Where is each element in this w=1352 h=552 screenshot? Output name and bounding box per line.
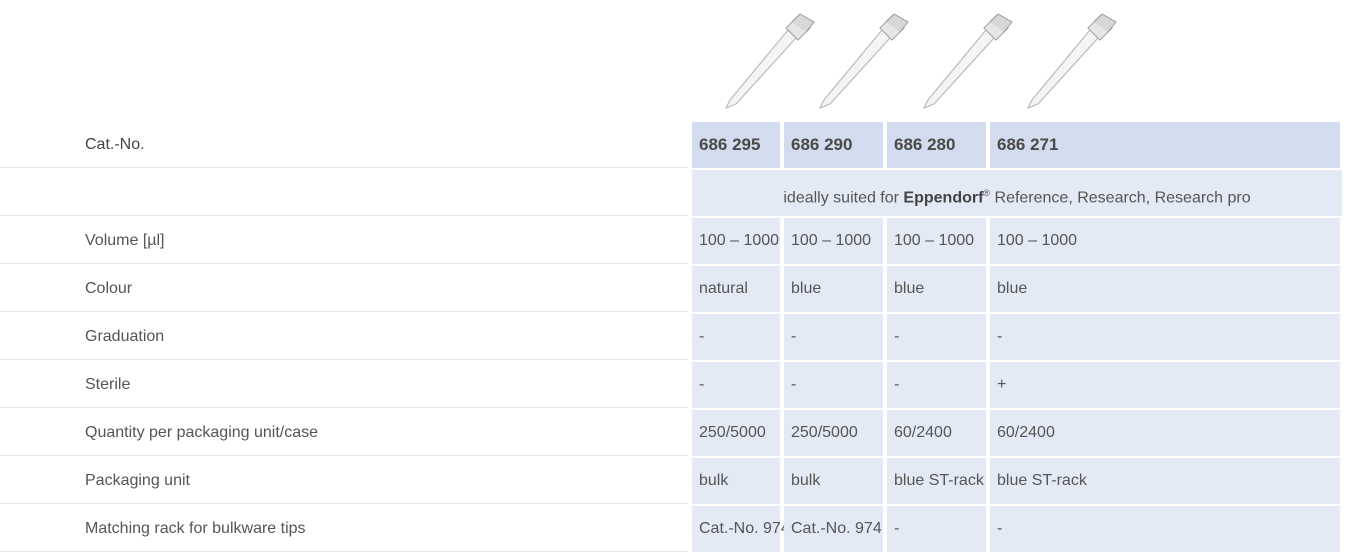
note-row: ideally suited for Eppendorf® Reference,… [0, 170, 1352, 216]
spec-value: blue [990, 266, 1340, 312]
spec-row: Colour natural blue blue blue [0, 266, 1352, 312]
spec-value: + [990, 362, 1340, 408]
row-label: Packaging unit [0, 458, 688, 504]
spec-value: 250/5000 [784, 410, 883, 456]
spec-value: 60/2400 [990, 410, 1340, 456]
row-label: Quantity per packaging unit/case [0, 410, 688, 456]
spec-value: 60/2400 [887, 410, 986, 456]
spec-value: blue ST-rack [990, 458, 1340, 504]
spec-row: Packaging unit bulk bulk blue ST-rack blue S… [0, 458, 1352, 504]
brand: Eppendorf [903, 189, 984, 207]
row-label: Colour [0, 266, 688, 312]
compatibility-note: ideally suited for Eppendorf® Reference,… [692, 170, 1342, 216]
spec-value: 100 – 1000 [990, 218, 1340, 264]
row-label: Sterile [0, 362, 688, 408]
spec-row: Volume [µl] 100 – 1000 100 – 1000 100 – 100… [0, 218, 1352, 264]
spec-value: natural [692, 266, 780, 312]
note-suffix: Reference, Research, Research pro [990, 189, 1251, 207]
spec-value: bulk [692, 458, 780, 504]
spec-value: 100 – 1000 [887, 218, 986, 264]
spec-value: blue [784, 266, 883, 312]
spec-value: 250/5000 [692, 410, 780, 456]
row-label: Volume [µl] [0, 218, 688, 264]
spec-row: Matching rack for bulkware tips Cat.-No. … [0, 506, 1352, 552]
spec-value: - [990, 506, 1340, 552]
row-label [0, 170, 688, 216]
spec-row: Sterile - - - + [0, 362, 1352, 408]
spec-value: 100 – 1000 [692, 218, 780, 264]
header-row: Cat.-No. 686 295 686 290 686 280 686 271 [0, 122, 1352, 168]
spec-value: blue [887, 266, 986, 312]
spec-value: 100 – 1000 [784, 218, 883, 264]
cat-no: 686 271 [990, 122, 1340, 168]
registered-mark: ® [983, 188, 991, 198]
tip-images [725, 13, 1117, 109]
spec-value: blue ST-rack [887, 458, 986, 504]
spec-value: bulk [784, 458, 883, 504]
spec-row: Graduation - - - - [0, 314, 1352, 360]
cat-no: 686 280 [887, 122, 986, 168]
row-label: Matching rack for bulkware tips [0, 506, 688, 552]
row-label: Cat.-No. [0, 122, 688, 168]
spec-value: - [887, 362, 986, 408]
note-prefix: ideally suited for [783, 189, 904, 207]
spec-value: - [784, 314, 883, 360]
spec-value: - [784, 362, 883, 408]
row-label: Graduation [0, 314, 688, 360]
spec-value: - [990, 314, 1340, 360]
spec-value: Cat.-No. 974 280 [692, 506, 821, 552]
spec-value: - [887, 314, 986, 360]
spec-value: - [692, 314, 780, 360]
spec-value: - [692, 362, 780, 408]
cat-no: 686 295 [692, 122, 780, 168]
spec-value: Cat.-No. 974 280 [784, 506, 913, 552]
cat-no: 686 290 [784, 122, 883, 168]
spec-value: - [887, 506, 986, 552]
spec-row: Quantity per packaging unit/case 250/5000… [0, 410, 1352, 456]
